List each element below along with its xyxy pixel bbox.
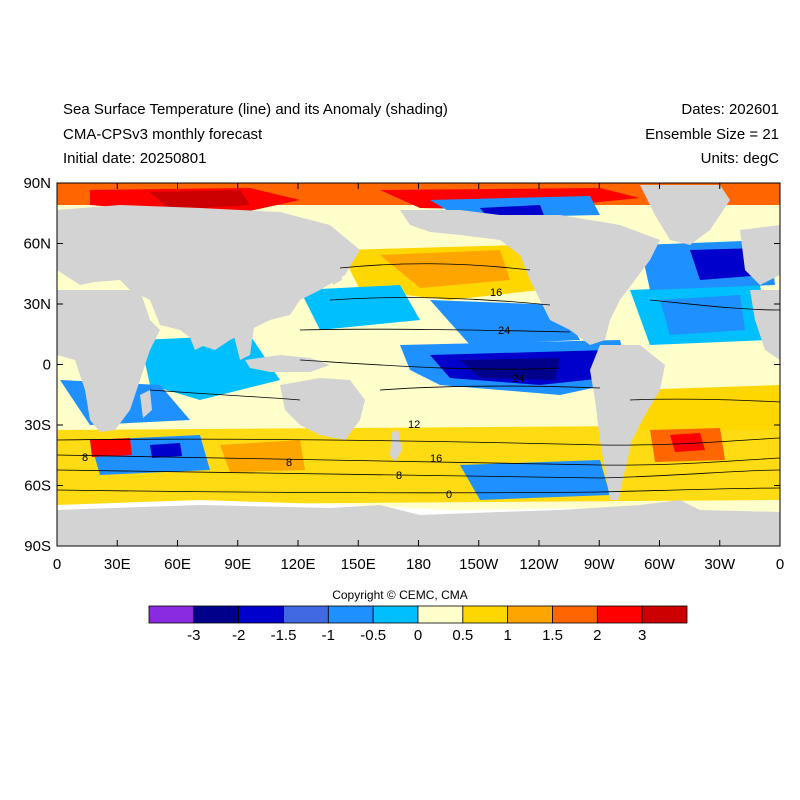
contour-label: 16 xyxy=(490,287,502,299)
contour-24-north xyxy=(299,328,571,333)
so-warm-patch-a xyxy=(220,440,305,472)
colorbar-label: -1 xyxy=(321,627,335,644)
contour-label: 24 xyxy=(512,373,524,385)
colorbar-label: 1 xyxy=(503,627,512,644)
map-title: Sea Surface Temperature (line) and its A… xyxy=(63,101,448,118)
contour-label-group: 16 24 24 12 8 8 16 8 0 xyxy=(82,287,524,501)
contour-label: 12 xyxy=(408,419,420,431)
so-hot-patch-west xyxy=(90,438,132,457)
latitude-axis: 90N 60N 30N 0 30S 60S 90S xyxy=(23,175,780,555)
map-plot-area: 16 24 24 12 8 8 16 8 0 xyxy=(57,183,780,546)
natl-cooler-region xyxy=(660,295,745,335)
colorbar-label: 0 xyxy=(413,627,423,644)
contour-16-south xyxy=(57,437,780,446)
lon-tick-label: 0 xyxy=(776,556,784,573)
contour-0-south xyxy=(57,487,780,494)
lat-tick-label: 90N xyxy=(23,175,51,192)
colorbar-label: 3 xyxy=(637,627,647,644)
colorbar-box xyxy=(372,605,419,624)
anomaly-colorbar xyxy=(148,605,688,624)
wpac-cool-region xyxy=(300,285,420,330)
contour-20-north xyxy=(329,297,551,306)
lon-tick-label: 60E xyxy=(164,556,191,573)
colorbar-box xyxy=(193,605,240,624)
ensemble-size: Ensemble Size = 21 xyxy=(645,126,779,143)
colorbar-box xyxy=(596,605,643,624)
contour-label: 16 xyxy=(430,453,442,465)
contour-16-north xyxy=(339,263,531,271)
contour-24-south xyxy=(379,385,601,391)
colorbar-box xyxy=(238,605,284,624)
contour-io-24 xyxy=(149,389,301,401)
lon-tick-label: 150W xyxy=(459,556,499,573)
colorbar-label: -2 xyxy=(231,627,246,644)
so-hot-patch xyxy=(670,433,705,452)
contour-label: 8 xyxy=(82,452,88,464)
colorbar-label: -3 xyxy=(187,627,201,644)
sst-contours xyxy=(57,263,780,494)
colorbar-box xyxy=(148,605,195,624)
lat-tick-label: 90S xyxy=(24,538,51,555)
colorbar-box xyxy=(327,605,374,624)
land-masses xyxy=(57,185,780,546)
initial-date: Initial date: 20250801 xyxy=(63,150,207,167)
lon-tick-label: 30W xyxy=(704,556,736,573)
lon-tick-label: 90E xyxy=(224,556,251,573)
colorbar-box xyxy=(283,605,329,624)
contour-label: 0 xyxy=(446,489,452,501)
contour-28-eq xyxy=(299,359,561,370)
colorbar-box xyxy=(507,605,553,624)
arctic-hottest-patch xyxy=(150,190,250,210)
lat-tick-label: 60S xyxy=(24,478,51,495)
lon-tick-label: 180 xyxy=(406,556,431,573)
lat-tick-label: 0 xyxy=(43,357,51,374)
colorbar-label: -0.5 xyxy=(360,627,387,644)
colorbar-box xyxy=(641,605,688,624)
units-label: Units: degC xyxy=(700,150,779,167)
colorbar-box xyxy=(552,605,598,624)
colorbar-box xyxy=(462,605,509,624)
so-cool-patch-b xyxy=(460,460,610,500)
so-cold-patch xyxy=(150,443,182,458)
copyright-notice: Copyright © CEMC, CMA xyxy=(332,588,468,602)
lon-tick-label: 90W xyxy=(584,556,616,573)
lon-tick-label: 150E xyxy=(341,556,376,573)
lon-tick-label: 30E xyxy=(104,556,131,573)
npac-warmer-region xyxy=(380,250,510,288)
longitude-axis: 0 30E 60E 90E 120E 150E 180 150W 120W 90W 60W 30W 0 xyxy=(53,183,784,573)
lat-tick-label: 60N xyxy=(23,236,51,253)
lon-tick-label: 60W xyxy=(644,556,676,573)
forecast-dates: Dates: 202601 xyxy=(681,101,779,118)
map-subtitle: CMA-CPSv3 monthly forecast xyxy=(63,126,263,143)
colorbar-label: 1.5 xyxy=(542,627,563,644)
cpac-cool-region xyxy=(430,300,580,345)
contour-label: 24 xyxy=(498,325,510,337)
lon-tick-label: 120W xyxy=(519,556,559,573)
lon-tick-label: 120E xyxy=(280,556,315,573)
colorbar-label: 0.5 xyxy=(452,627,474,644)
lat-tick-label: 30N xyxy=(23,296,51,313)
lon-tick-label: 0 xyxy=(53,556,61,573)
contour-8-south xyxy=(57,469,780,479)
colorbar-box xyxy=(417,605,464,624)
contour-12-south xyxy=(57,454,780,466)
colorbar-label: -1.5 xyxy=(270,627,297,644)
colorbar-label: 2 xyxy=(593,627,602,644)
contour-label: 8 xyxy=(396,470,402,482)
lat-tick-label: 30S xyxy=(24,417,51,434)
contour-label: 8 xyxy=(286,457,292,469)
contour-atl-20 xyxy=(649,299,780,311)
satl-warm-region xyxy=(630,385,780,430)
contour-atl-south xyxy=(629,398,780,403)
